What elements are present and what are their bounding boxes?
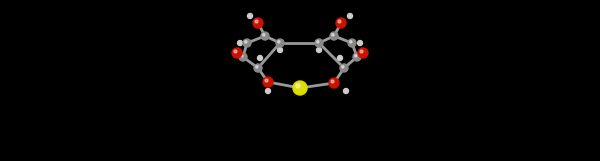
Circle shape (238, 41, 242, 46)
Circle shape (278, 41, 280, 43)
Circle shape (343, 89, 349, 94)
Circle shape (245, 41, 247, 43)
Circle shape (338, 20, 341, 23)
Circle shape (329, 78, 339, 88)
Circle shape (315, 39, 323, 47)
Circle shape (293, 81, 307, 95)
Circle shape (254, 64, 262, 72)
Circle shape (337, 56, 343, 61)
Circle shape (243, 39, 251, 47)
Circle shape (355, 55, 357, 57)
Circle shape (353, 53, 361, 61)
Circle shape (350, 41, 352, 43)
Circle shape (360, 50, 363, 53)
Circle shape (336, 18, 346, 28)
Circle shape (347, 14, 353, 19)
Circle shape (341, 66, 344, 68)
Circle shape (317, 47, 322, 52)
Circle shape (358, 41, 362, 46)
Circle shape (255, 20, 258, 23)
Circle shape (234, 50, 237, 53)
Circle shape (317, 41, 319, 43)
Circle shape (263, 77, 273, 87)
Circle shape (358, 48, 368, 58)
Circle shape (239, 53, 247, 61)
Circle shape (265, 79, 268, 82)
Circle shape (276, 39, 284, 47)
Circle shape (241, 55, 243, 57)
Circle shape (348, 39, 356, 47)
Circle shape (332, 34, 334, 36)
Circle shape (253, 18, 263, 28)
Circle shape (263, 34, 265, 36)
Circle shape (256, 66, 258, 68)
Circle shape (277, 47, 283, 52)
Circle shape (296, 84, 300, 88)
Circle shape (248, 14, 253, 19)
Circle shape (331, 80, 334, 83)
Circle shape (232, 48, 242, 58)
Circle shape (340, 64, 348, 72)
Circle shape (330, 32, 338, 40)
Circle shape (257, 56, 263, 61)
Circle shape (265, 89, 271, 94)
Circle shape (261, 32, 269, 40)
